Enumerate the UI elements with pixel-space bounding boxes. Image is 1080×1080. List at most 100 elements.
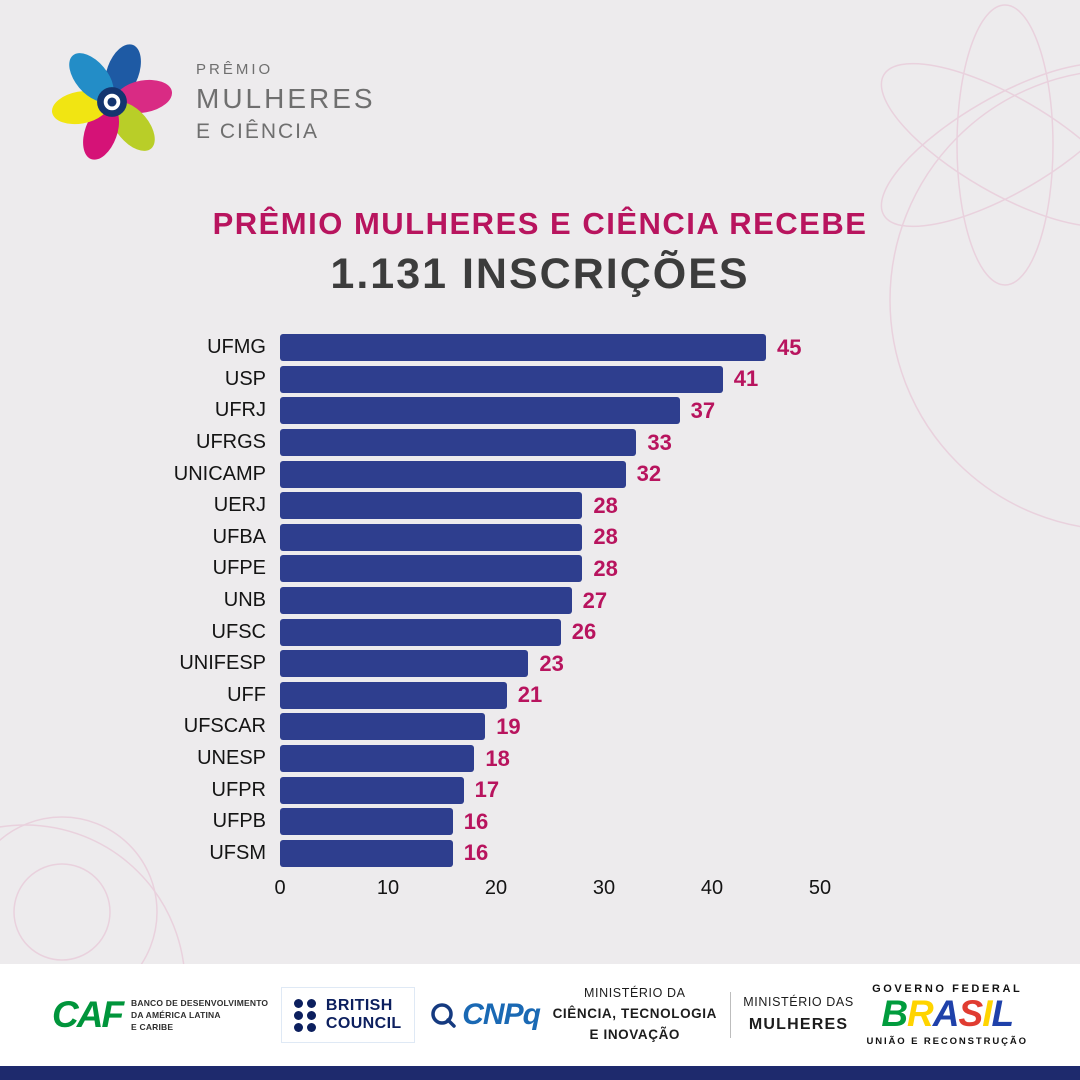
- x-axis-tick: 0: [274, 877, 286, 900]
- page-title: PRÊMIO MULHERES E CIÊNCIA RECEBE 1.131 I…: [0, 206, 1080, 299]
- chart-row: UFRGS 33: [100, 427, 920, 459]
- bar-track: 16: [280, 808, 820, 836]
- bar: [280, 460, 626, 488]
- bar-label: UFPE: [212, 557, 266, 580]
- chart-row: UFSCAR 19: [100, 711, 920, 743]
- chart-row: UFBA 28: [100, 522, 920, 554]
- bar: [280, 650, 529, 678]
- cnpq-icon: [431, 1003, 456, 1028]
- footer-divider: [729, 992, 731, 1038]
- caf-wordmark: CAF: [52, 994, 124, 1035]
- title-line1: PRÊMIO MULHERES E CIÊNCIA RECEBE: [212, 206, 868, 241]
- logo-wordmark: PRÊMIO MULHERES E CIÊNCIA: [196, 61, 376, 144]
- bc-line2: COUNCIL: [325, 1015, 402, 1032]
- bar: [280, 492, 583, 520]
- award-logo: PRÊMIO MULHERES E CIÊNCIA: [48, 38, 376, 166]
- bar-value: 19: [496, 713, 521, 739]
- x-axis-tick: 40: [700, 877, 724, 900]
- bar-value: 23: [539, 650, 564, 676]
- bar-value: 16: [463, 808, 489, 834]
- mcti-logo: MINISTÉRIO DA CIÊNCIA, TECNOLOGIA E INOV…: [553, 984, 717, 1045]
- bar-value: 26: [571, 619, 597, 645]
- bar-value: 41: [733, 366, 759, 392]
- brasil-wordmark: BRASIL: [866, 993, 1028, 1035]
- bar: [280, 334, 766, 362]
- bar-track: 18: [280, 745, 820, 773]
- bar-label: UFSM: [209, 841, 266, 864]
- cnpq-logo: CNPq: [427, 998, 541, 1032]
- bar-track: 16: [280, 839, 820, 867]
- bar-value: 32: [636, 461, 662, 487]
- bar: [280, 681, 507, 709]
- chart-row: UERJ 28: [100, 490, 920, 522]
- bar-value: 21: [517, 682, 543, 708]
- bar-track: 23: [280, 650, 820, 678]
- bar: [280, 745, 475, 773]
- chart-row: UNICAMP 32: [100, 458, 920, 490]
- bar-label: UNICAMP: [173, 462, 266, 485]
- chart-row: UFRJ 37: [100, 395, 920, 427]
- bar-value: 28: [593, 555, 618, 581]
- bar-track: 21: [280, 681, 820, 709]
- bar: [280, 618, 561, 646]
- mcti-line2: CIÊNCIA, TECNOLOGIA: [552, 1005, 717, 1021]
- british-council-logo: BRITISH COUNCIL: [280, 987, 415, 1043]
- bar-track: 28: [280, 523, 820, 551]
- brasil-letter: S: [958, 993, 984, 1035]
- bar: [280, 808, 453, 836]
- bar-label: UFRGS: [196, 431, 266, 454]
- bar-value: 37: [690, 397, 716, 423]
- bar-value: 17: [474, 777, 500, 803]
- x-axis-tick: 50: [808, 877, 832, 900]
- flower-logo-icon: [51, 44, 173, 160]
- bar-track: 19: [280, 713, 820, 741]
- chart-row: UFPE 28: [100, 553, 920, 585]
- bar-label: UFBA: [212, 525, 266, 548]
- bar-label: UNIFESP: [179, 652, 266, 675]
- bar: [280, 397, 680, 425]
- bar-label: UFSC: [211, 620, 266, 643]
- bar-track: 33: [280, 429, 820, 457]
- bar-track: 28: [280, 555, 820, 583]
- governo-line1: GOVERNO FEDERAL: [872, 983, 1023, 996]
- caf-desc-line3: E CARIBE: [131, 1022, 174, 1033]
- sponsor-footer: CAF BANCO DE DESENVOLVIMENTO DA AMÉRICA …: [0, 964, 1080, 1066]
- caf-logo: CAF BANCO DE DESENVOLVIMENTO DA AMÉRICA …: [52, 994, 268, 1036]
- bar-value: 45: [777, 334, 802, 360]
- bar-label: UFMG: [207, 336, 266, 359]
- bar-label: UFSCAR: [183, 715, 266, 738]
- bc-line1: BRITISH: [325, 997, 393, 1015]
- bar-value: 28: [593, 492, 618, 518]
- x-axis-tick: 10: [376, 877, 400, 900]
- mm-line2: MULHERES: [748, 1016, 849, 1034]
- brasil-letter: B: [881, 993, 908, 1035]
- caf-desc-line2: DA AMÉRICA LATINA: [131, 1009, 221, 1020]
- brasil-letter: A: [932, 993, 960, 1035]
- logo-line3: E CIÊNCIA: [196, 119, 320, 143]
- british-council-wordmark: BRITISH COUNCIL: [326, 997, 402, 1032]
- bar: [280, 523, 583, 551]
- bar-track: 45: [280, 334, 820, 362]
- bottom-strip: [0, 1066, 1080, 1080]
- x-axis: 0 10 20 30 40 50: [274, 877, 831, 907]
- chart-row: UFSM 16: [100, 838, 920, 870]
- bar-track: 26: [280, 618, 820, 646]
- brasil-letter: L: [991, 993, 1014, 1035]
- x-axis-tick: 20: [484, 877, 508, 900]
- bar-track: 27: [280, 587, 820, 615]
- bar: [280, 555, 583, 583]
- bar-value: 33: [647, 429, 672, 455]
- mcti-line1: MINISTÉRIO DA: [584, 986, 686, 1001]
- chart-row: UFPB 16: [100, 806, 920, 838]
- governo-federal-logo: GOVERNO FEDERAL BRASIL UNIÃO E RECONSTRU…: [866, 983, 1028, 1047]
- chart-row: UFMG 45: [100, 332, 920, 364]
- governo-line2: UNIÃO E RECONSTRUÇÃO: [866, 1035, 1028, 1047]
- bar-label: UFPB: [212, 810, 266, 833]
- bar-chart: UFMG 45 USP 41 UFRJ 37 UFRGS 33 UNICAMP 32 UERJ 28 U…: [100, 332, 920, 907]
- bar-label: UNESP: [197, 747, 266, 770]
- ministerio-mulheres-logo: MINISTÉRIO DAS MULHERES: [743, 992, 854, 1038]
- bar-value: 16: [463, 840, 489, 866]
- bar-label: UFPR: [211, 778, 266, 801]
- caf-desc-line1: BANCO DE DESENVOLVIMENTO: [131, 997, 269, 1008]
